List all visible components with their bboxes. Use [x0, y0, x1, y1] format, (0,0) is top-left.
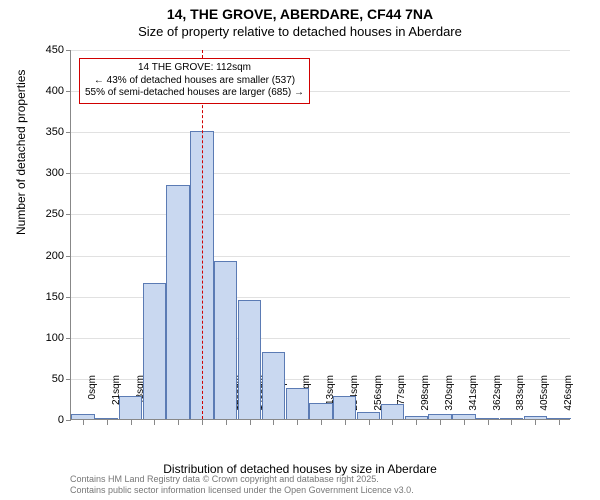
- histogram-bar: [166, 185, 189, 419]
- histogram-bar: [452, 414, 475, 419]
- annotation-line: 14 THE GROVE: 112sqm: [85, 62, 304, 75]
- title-line-1: 14, THE GROVE, ABERDARE, CF44 7NA: [0, 6, 600, 22]
- gridline: [71, 132, 570, 133]
- y-tick: [66, 132, 71, 133]
- y-tick-label: 300: [24, 167, 64, 179]
- x-tick: [178, 420, 179, 425]
- x-tick: [535, 420, 536, 425]
- x-tick: [107, 420, 108, 425]
- x-tick: [321, 420, 322, 425]
- x-tick: [440, 420, 441, 425]
- y-tick-label: 0: [24, 414, 64, 426]
- histogram-bar: [262, 352, 285, 419]
- histogram-bar: [500, 418, 523, 419]
- plot-region: 0501001502002503003504004500sqm21sqm43sq…: [70, 50, 570, 420]
- x-tick: [273, 420, 274, 425]
- x-tick: [345, 420, 346, 425]
- histogram-bar: [238, 300, 261, 419]
- x-tick: [488, 420, 489, 425]
- histogram-bar: [428, 414, 451, 419]
- x-tick: [226, 420, 227, 425]
- y-tick: [66, 91, 71, 92]
- y-tick: [66, 379, 71, 380]
- histogram-bar: [286, 388, 309, 419]
- histogram-bar: [547, 418, 570, 419]
- y-axis-label: Number of detached properties: [14, 70, 28, 235]
- x-tick: [416, 420, 417, 425]
- gridline: [71, 50, 570, 51]
- y-tick: [66, 297, 71, 298]
- x-tick: [202, 420, 203, 425]
- histogram-bar: [95, 418, 118, 419]
- histogram-bar: [333, 396, 356, 419]
- chart-title-block: 14, THE GROVE, ABERDARE, CF44 7NA Size o…: [0, 0, 600, 39]
- y-tick: [66, 256, 71, 257]
- histogram-bar: [357, 412, 380, 419]
- x-tick: [369, 420, 370, 425]
- histogram-bar: [524, 416, 547, 419]
- annotation-box: 14 THE GROVE: 112sqm← 43% of detached ho…: [79, 58, 310, 104]
- x-tick: [511, 420, 512, 425]
- histogram-bar: [214, 261, 237, 419]
- y-tick-label: 250: [24, 208, 64, 220]
- y-tick-label: 200: [24, 250, 64, 262]
- x-tick: [83, 420, 84, 425]
- reference-line: [202, 50, 203, 419]
- histogram-bar: [119, 396, 142, 419]
- x-tick: [297, 420, 298, 425]
- histogram-bar: [405, 416, 428, 419]
- histogram-bar: [381, 404, 404, 419]
- y-tick-label: 450: [24, 44, 64, 56]
- x-tick: [131, 420, 132, 425]
- y-tick: [66, 214, 71, 215]
- x-tick: [154, 420, 155, 425]
- gridline: [71, 214, 570, 215]
- licence-footer: Contains HM Land Registry data © Crown c…: [70, 474, 414, 496]
- x-tick: [559, 420, 560, 425]
- y-tick-label: 350: [24, 126, 64, 138]
- histogram-bar: [476, 418, 499, 419]
- histogram-bar: [143, 283, 166, 419]
- y-tick-label: 400: [24, 85, 64, 97]
- annotation-line: 55% of semi-detached houses are larger (…: [85, 87, 304, 100]
- gridline: [71, 256, 570, 257]
- histogram-bar: [309, 403, 332, 419]
- footer-line-1: Contains HM Land Registry data © Crown c…: [70, 474, 414, 485]
- x-tick: [250, 420, 251, 425]
- y-tick: [66, 338, 71, 339]
- x-tick: [392, 420, 393, 425]
- y-tick-label: 50: [24, 373, 64, 385]
- y-tick-label: 100: [24, 332, 64, 344]
- title-line-2: Size of property relative to detached ho…: [0, 24, 600, 39]
- y-tick-label: 150: [24, 291, 64, 303]
- annotation-line: ← 43% of detached houses are smaller (53…: [85, 75, 304, 88]
- y-tick: [66, 50, 71, 51]
- gridline: [71, 173, 570, 174]
- y-tick: [66, 420, 71, 421]
- footer-line-2: Contains public sector information licen…: [70, 485, 414, 496]
- y-tick: [66, 173, 71, 174]
- x-tick: [464, 420, 465, 425]
- histogram-bar: [71, 414, 94, 419]
- chart-area: 0501001502002503003504004500sqm21sqm43sq…: [70, 50, 570, 420]
